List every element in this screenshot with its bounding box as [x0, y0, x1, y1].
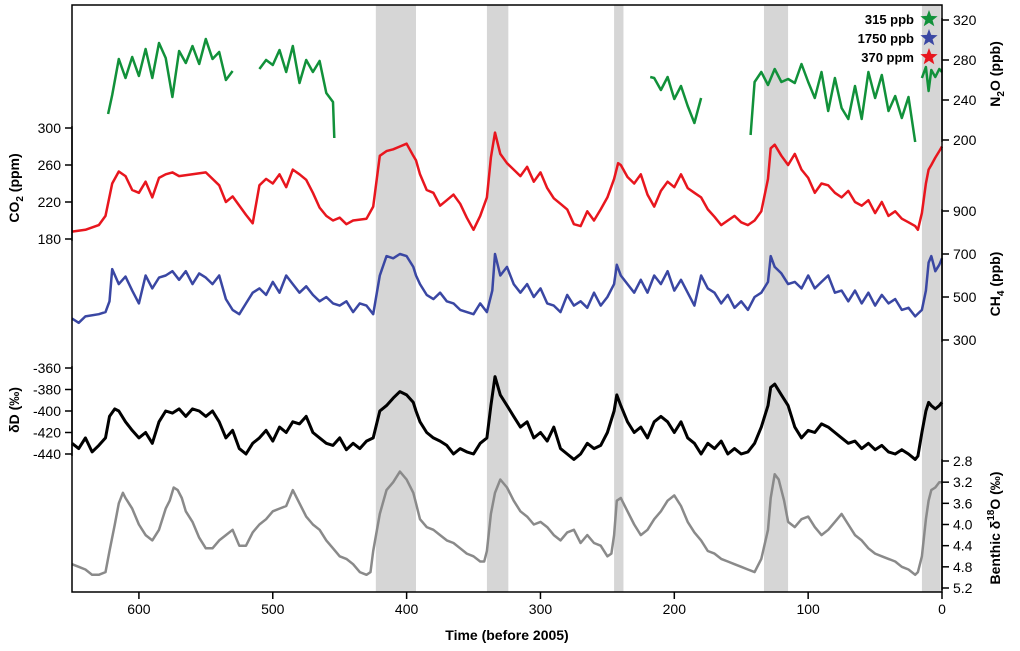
dD-line-0 — [71, 375, 944, 461]
co2-tick-label: 260 — [38, 157, 62, 173]
d18O-tick-label: 5.2 — [953, 580, 973, 596]
dD-axis-title: δD (‰) — [6, 387, 22, 433]
n2o-tick-label: 320 — [953, 12, 977, 28]
dD-tick-label: -420 — [33, 425, 61, 441]
ch4-tick-label: 500 — [953, 289, 977, 305]
d18O-axis-title: Benthic δ18O (‰) — [986, 472, 1003, 585]
dD-tick-label: -380 — [33, 382, 61, 398]
x-tick-label: 500 — [261, 601, 285, 617]
d18O-tick-label: 3.2 — [953, 474, 973, 490]
dD-tick-label: -360 — [33, 360, 61, 376]
co2-series — [71, 131, 944, 233]
x-axis-title: Time (before 2005) — [445, 627, 568, 643]
legend-label-2: 370 ppm — [861, 50, 914, 65]
co2-axis-title: CO2 (ppm) — [6, 153, 26, 222]
n2o-tick-label: 240 — [953, 92, 977, 108]
legend-star-icon — [920, 48, 938, 65]
dD-series — [71, 375, 944, 461]
co2-line-0 — [71, 131, 944, 233]
d18O-tick-label: 2.8 — [953, 453, 973, 469]
co2-tick-label: 300 — [38, 120, 62, 136]
dD-tick-label: -400 — [33, 403, 61, 419]
n2o-line-3 — [749, 62, 917, 143]
ch4-axis-title: CH4 (ppb) — [987, 252, 1007, 317]
ch4-series — [71, 252, 944, 325]
d18O-tick-label: 4.8 — [953, 559, 973, 575]
d18O-tick-label: 3.6 — [953, 495, 973, 511]
x-tick-label: 300 — [529, 601, 553, 617]
legend-label-1: 1750 ppb — [858, 31, 914, 46]
legend-label-0: 315 ppb — [865, 12, 914, 27]
dD-tick-label: -440 — [33, 446, 61, 462]
n2o-line-2 — [649, 75, 703, 125]
axis-layer: 600 500 400 300 200 100 0 200 240 280 320 N2O (ppb)… — [6, 12, 1007, 617]
ch4-tick-label: 700 — [953, 246, 977, 262]
n2o-line-0 — [106, 37, 234, 115]
legend-star-icon — [920, 10, 938, 27]
d18O-tick-label: 4.0 — [953, 517, 973, 533]
x-tick-label: 200 — [663, 601, 687, 617]
co2-tick-label: 220 — [38, 194, 62, 210]
x-tick-label: 400 — [395, 601, 419, 617]
x-tick-label: 600 — [127, 601, 151, 617]
n2o-tick-label: 280 — [953, 52, 977, 68]
n2o-tick-label: 200 — [953, 132, 977, 148]
n2o-line-1 — [258, 44, 336, 139]
d18O-series — [71, 470, 942, 577]
co2-tick-label: 180 — [38, 231, 62, 247]
interglacial-shading — [375, 5, 941, 592]
ch4-tick-label: 900 — [953, 203, 977, 219]
d18O-tick-label: 4.4 — [953, 538, 973, 554]
legend: 315 ppb 1750 ppb 370 ppm — [858, 10, 938, 65]
n2o-series — [106, 37, 943, 143]
n2o-line-4 — [920, 65, 943, 93]
interglacial-band-3 — [763, 5, 789, 592]
d18O-line-0 — [71, 470, 942, 577]
ch4-line-0 — [71, 252, 944, 325]
series-layer — [71, 37, 944, 577]
x-tick-label: 100 — [796, 601, 820, 617]
interglacial-band-0 — [375, 5, 416, 592]
legend-star-icon — [920, 29, 938, 46]
n2o-axis-title: N2O (ppb) — [987, 41, 1007, 106]
interglacial-band-4 — [921, 5, 941, 592]
x-tick-label: 0 — [938, 601, 946, 617]
interglacial-band-2 — [614, 5, 624, 592]
ch4-tick-label: 300 — [953, 332, 977, 348]
